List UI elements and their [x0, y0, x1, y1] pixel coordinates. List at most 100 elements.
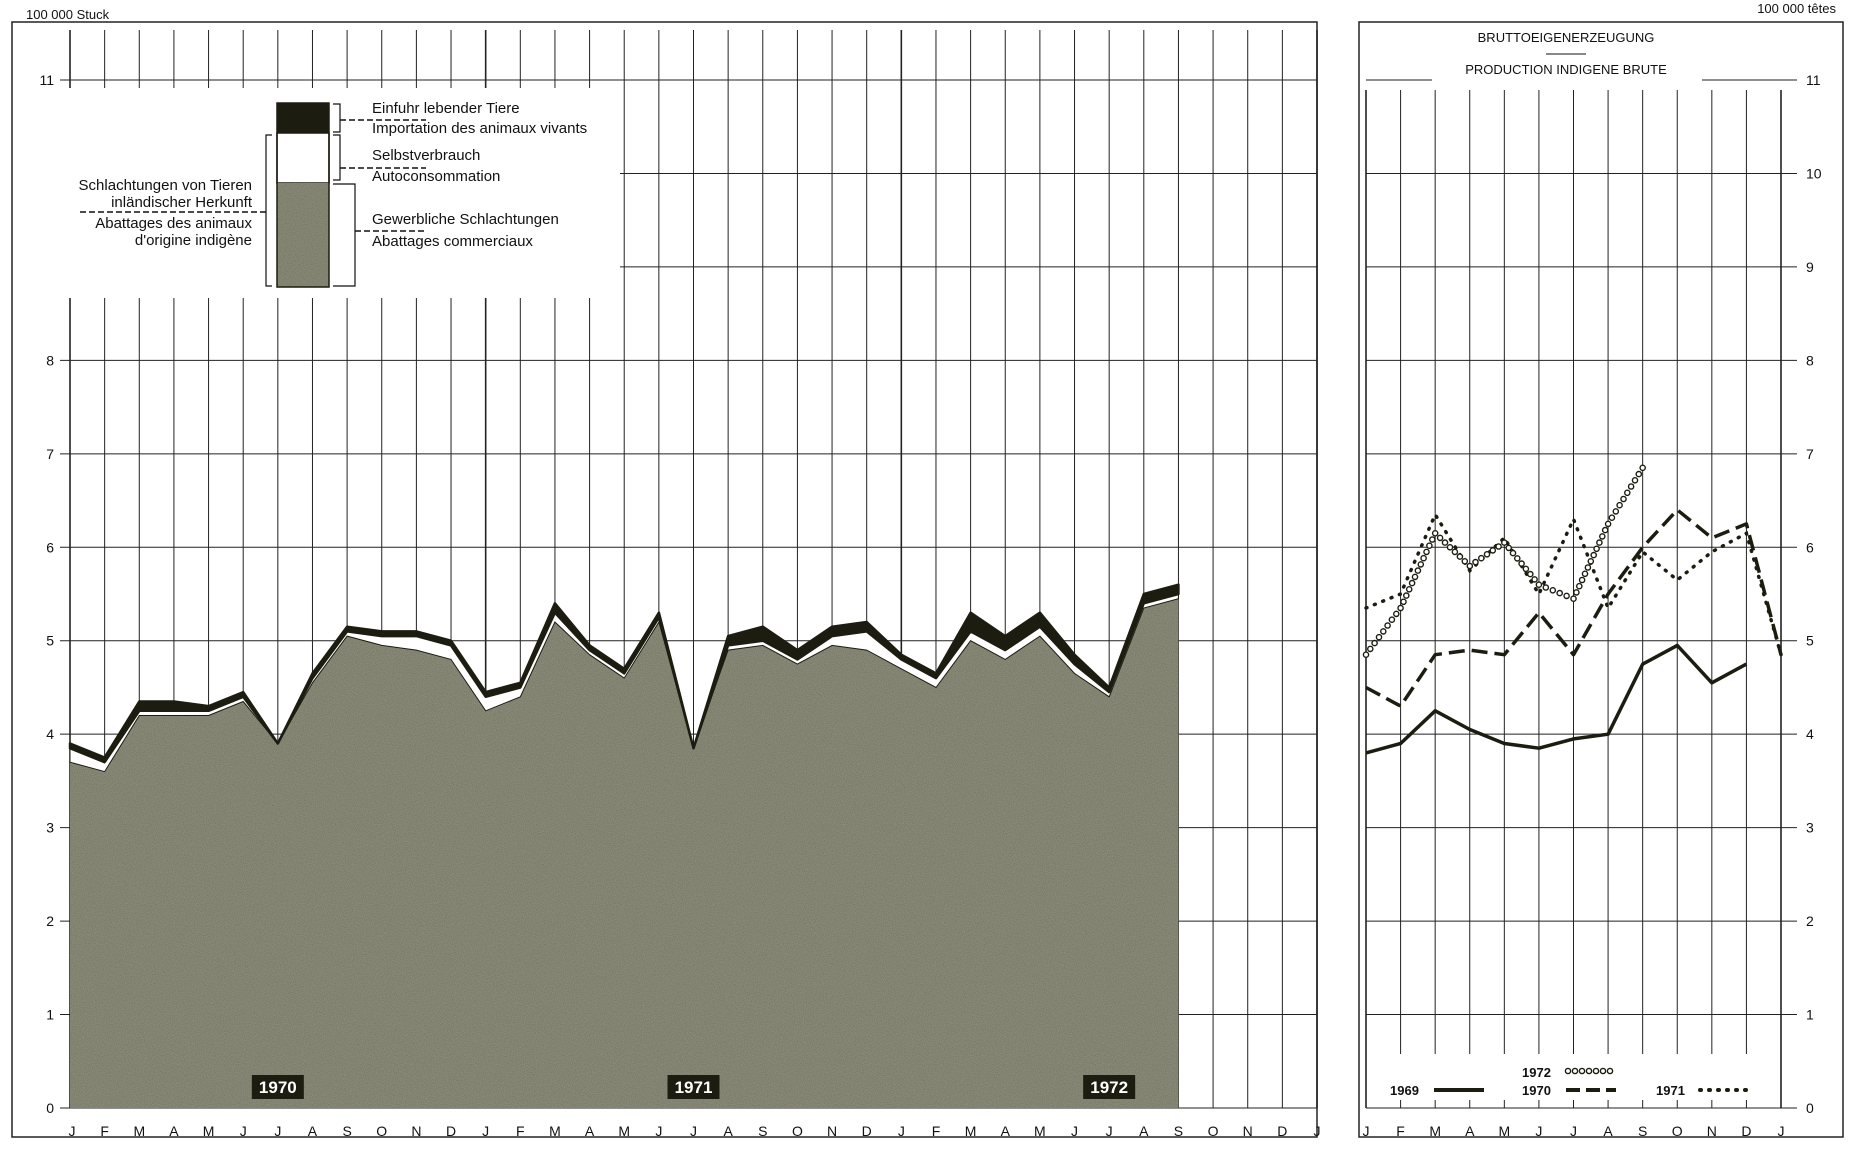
- series-marker-1972: [1411, 573, 1419, 581]
- legend-import-de: Einfuhr lebender Tiere: [372, 100, 520, 117]
- year-label-background: [1083, 1075, 1136, 1099]
- right-x-tick-label: S: [1638, 1123, 1647, 1139]
- series-marker-1972: [1518, 560, 1525, 567]
- legend-self-bracket: [333, 134, 341, 181]
- left-x-tick-label: A: [1139, 1123, 1149, 1139]
- left-y-tick-label: 4: [46, 726, 54, 742]
- left-x-tick-label: D: [862, 1123, 872, 1139]
- right-unit-label: 100 000 têtes: [1757, 1, 1836, 16]
- series-line-1971: [1364, 510, 1783, 657]
- right-x-tick-label: D: [1741, 1123, 1751, 1139]
- series-marker-1972: [1635, 470, 1643, 478]
- right-panel-frame: [1358, 21, 1844, 1138]
- left-x-tick-label: A: [723, 1123, 733, 1139]
- right-y-tick-label: 11: [1806, 72, 1821, 88]
- line-chart: [1362, 464, 1783, 755]
- right-legend: 1969 1972 1970 1971: [1378, 1054, 1778, 1100]
- series-marker-1972: [1505, 544, 1512, 552]
- left-x-tick-label: J: [690, 1123, 697, 1139]
- legend-background: [40, 88, 620, 298]
- right-x-tick-label: O: [1672, 1123, 1683, 1139]
- stacked-area-chart: [68, 583, 1180, 1108]
- series-marker-1972: [1627, 483, 1635, 490]
- legend-bar-outline: [276, 102, 330, 288]
- left-y-axis: 0 1 2 3 4 5 6 7 8 11: [39, 72, 54, 1116]
- series-marker-1972: [1620, 495, 1627, 503]
- legend-commercial-bracket: [333, 183, 356, 287]
- series-marker-1972: [1573, 589, 1580, 596]
- series-marker-1972: [1596, 539, 1603, 546]
- left-x-tick-label: M: [965, 1123, 977, 1139]
- series-marker-1972: [1509, 549, 1517, 557]
- left-y-tick-label: 2: [46, 913, 54, 929]
- legend-domestic-de-1: Schlachtungen von Tieren: [79, 177, 252, 194]
- left-x-tick-label: M: [203, 1123, 215, 1139]
- series-marker-1972: [1436, 534, 1444, 542]
- left-x-tick-label: F: [100, 1123, 109, 1139]
- right-y-tick-label: 6: [1806, 539, 1814, 555]
- series-marker-1972: [1601, 526, 1609, 534]
- series-marker-1972: [1549, 587, 1557, 594]
- left-y-tick-label: 6: [46, 539, 54, 555]
- right-x-tick-label: J: [1363, 1123, 1370, 1139]
- left-x-tick-label: A: [169, 1123, 179, 1139]
- right-x-tick-label: J: [1535, 1123, 1542, 1139]
- year-labels: 1970 1971 1972: [251, 1075, 1136, 1099]
- right-legend-label: 1969: [1390, 1083, 1419, 1098]
- series-marker-1972: [1405, 586, 1413, 593]
- left-x-tick-label: M: [549, 1123, 561, 1139]
- series-marker-1972: [1461, 558, 1469, 565]
- right-title: BRUTTOEIGENERZEUGUNG PRODUCTION INDIGENE…: [1432, 26, 1702, 86]
- right-x-tick-label: A: [1603, 1123, 1613, 1139]
- series-marker-1972: [1542, 584, 1550, 591]
- right-y-tick-label: 9: [1806, 259, 1814, 275]
- series-marker-1972: [1384, 622, 1391, 629]
- series-marker-1972: [1367, 645, 1374, 653]
- legend-self-swatch: [276, 132, 330, 184]
- left-x-tick-label: A: [585, 1123, 595, 1139]
- series-marker-1972: [1451, 548, 1459, 556]
- left-x-tick-label: F: [932, 1123, 941, 1139]
- left-y-tick-label: 3: [46, 820, 54, 836]
- left-x-tick-label: O: [1208, 1123, 1219, 1139]
- series-marker-1972: [1400, 598, 1407, 606]
- left-x-tick-label: J: [655, 1123, 662, 1139]
- left-x-tick-label: D: [1277, 1123, 1287, 1139]
- left-x-tick-label: J: [274, 1123, 281, 1139]
- series-marker-1972: [1375, 633, 1383, 641]
- right-legend-background: [1378, 1054, 1778, 1100]
- year-label: 1970: [259, 1078, 297, 1097]
- right-legend-swatch: [1606, 1067, 1614, 1075]
- right-title-fr: PRODUCTION INDIGENE BRUTE: [1465, 62, 1667, 77]
- series-marker-1972: [1535, 581, 1543, 589]
- series-marker-1972: [1584, 564, 1592, 571]
- legend-domestic-fr-1: Abattages des animaux: [95, 215, 252, 232]
- series-marker-1972: [1522, 565, 1530, 573]
- legend-import-bracket: [333, 103, 341, 133]
- series-marker-1972: [1456, 553, 1464, 560]
- right-grid: [1365, 79, 1797, 1109]
- right-y-tick-label: 10: [1806, 165, 1822, 181]
- left-x-tick-label: O: [376, 1123, 387, 1139]
- left-x-tick-label: J: [898, 1123, 905, 1139]
- series-marker-1972: [1501, 539, 1508, 546]
- series-marker-1972: [1388, 616, 1396, 624]
- right-x-tick-label: J: [1778, 1123, 1785, 1139]
- left-x-tick-label: A: [308, 1123, 318, 1139]
- series-marker-1972: [1495, 543, 1502, 550]
- right-legend-swatch: [1578, 1067, 1586, 1075]
- left-y-tick-label: 5: [46, 633, 54, 649]
- legend: Einfuhr lebender Tiere Importation des a…: [40, 88, 620, 298]
- legend-self-de: Selbstverbrauch: [372, 147, 480, 164]
- right-legend-swatch: [1564, 1067, 1572, 1075]
- right-y-tick-label: 4: [1806, 726, 1814, 742]
- year-label-background: [251, 1075, 304, 1099]
- series-marker-1972: [1604, 520, 1612, 528]
- right-y-tick-label: 5: [1806, 633, 1814, 649]
- left-x-tick-label: J: [240, 1123, 247, 1139]
- right-y-axis: 0 1 2 3 4 5 6 7 8 9 10 11: [1806, 72, 1822, 1116]
- right-legend-swatch: [1585, 1067, 1593, 1075]
- left-x-tick-label: M: [1034, 1123, 1046, 1139]
